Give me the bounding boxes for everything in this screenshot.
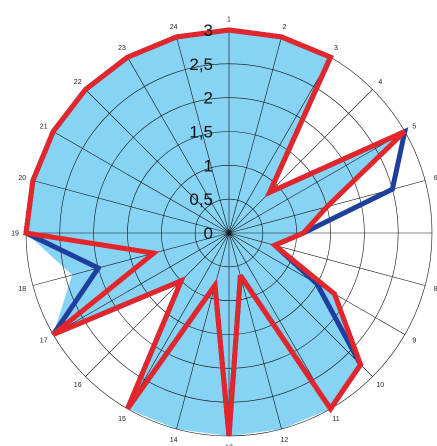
spoke-line-8 bbox=[228, 232, 426, 286]
spoke-line-4 bbox=[228, 89, 373, 234]
spoke-line-18 bbox=[32, 232, 230, 286]
axis-label-13: 13 bbox=[225, 445, 233, 446]
axis-label-9: 9 bbox=[412, 338, 416, 345]
ring-value-label-5: 2,5 bbox=[189, 55, 213, 74]
spoke-line-3 bbox=[228, 57, 331, 234]
axis-label-15: 15 bbox=[118, 416, 126, 423]
axis-label-1: 1 bbox=[227, 17, 231, 24]
spoke-line-10 bbox=[228, 232, 373, 377]
spoke-line-17 bbox=[53, 232, 230, 335]
axis-label-6: 6 bbox=[434, 175, 437, 182]
spoke-line-14 bbox=[176, 232, 230, 430]
axis-label-14: 14 bbox=[170, 437, 178, 444]
spoke-line-21 bbox=[53, 131, 230, 234]
axis-label-10: 10 bbox=[376, 382, 384, 389]
axis-label-24: 24 bbox=[170, 24, 178, 31]
spoke-line-16 bbox=[85, 232, 230, 377]
spoke-line-2 bbox=[228, 36, 282, 234]
spoke-line-23 bbox=[127, 57, 230, 234]
axis-label-19: 19 bbox=[11, 231, 19, 238]
axis-label-23: 23 bbox=[118, 45, 126, 52]
ring-value-label-6: 3 bbox=[204, 21, 213, 40]
axis-label-11: 11 bbox=[332, 416, 339, 423]
spoke-line-5 bbox=[228, 131, 405, 234]
axis-label-4: 4 bbox=[378, 79, 382, 86]
spoke-line-12 bbox=[228, 232, 282, 430]
axis-label-5: 5 bbox=[412, 124, 416, 131]
ring-value-label-0: 0 bbox=[204, 224, 213, 243]
spoke-line-24 bbox=[176, 36, 230, 234]
spoke-line-20 bbox=[32, 180, 230, 234]
axis-label-2: 2 bbox=[282, 24, 286, 31]
spoke-line-15 bbox=[127, 232, 230, 409]
ring-value-label-2: 1 bbox=[204, 156, 213, 175]
axis-label-17: 17 bbox=[40, 338, 48, 345]
axis-label-18: 18 bbox=[18, 286, 26, 293]
ring-value-label-4: 2 bbox=[204, 89, 213, 108]
axis-label-22: 22 bbox=[74, 79, 82, 86]
axis-label-12: 12 bbox=[281, 437, 289, 444]
axis-label-21: 21 bbox=[40, 124, 48, 131]
ring-value-label-3: 1,5 bbox=[189, 123, 213, 142]
axis-label-8: 8 bbox=[434, 286, 437, 293]
ring-value-label-1: 0,5 bbox=[189, 190, 213, 209]
axis-label-3: 3 bbox=[334, 45, 338, 52]
axis-label-16: 16 bbox=[74, 382, 82, 389]
spoke-line-22 bbox=[85, 89, 230, 234]
axis-label-20: 20 bbox=[18, 175, 26, 182]
series-line-2 bbox=[23, 27, 407, 437]
